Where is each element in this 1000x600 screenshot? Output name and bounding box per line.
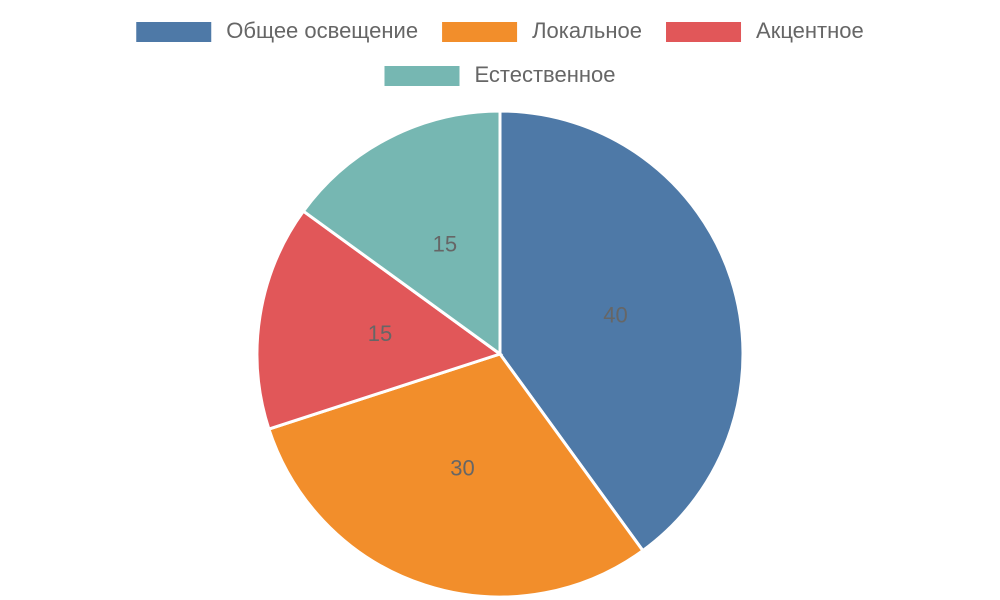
- pie-slice: [498, 109, 745, 553]
- slice-label: 15: [433, 232, 457, 257]
- legend-item: Акцентное: [666, 18, 864, 43]
- pie-slice: [267, 352, 645, 599]
- legend-item: Локальное: [442, 18, 642, 43]
- slice-label: 30: [450, 455, 474, 480]
- legend-swatch: [442, 22, 518, 42]
- legend-label: Общее освещение: [226, 18, 418, 43]
- pie-slice: [301, 109, 502, 357]
- legend-item: Естественное: [384, 62, 616, 87]
- legend-label: Локальное: [532, 18, 642, 43]
- legend-swatch: [666, 22, 742, 42]
- legend-label: Акцентное: [756, 18, 864, 43]
- pie-slice: [255, 209, 504, 431]
- legend-item: Общее освещение: [136, 18, 418, 43]
- legend-label: Естественное: [474, 62, 615, 87]
- legend-swatch: [384, 66, 460, 86]
- slice-label: 15: [368, 321, 392, 346]
- legend-swatch: [136, 22, 212, 42]
- slice-label: 40: [603, 302, 627, 327]
